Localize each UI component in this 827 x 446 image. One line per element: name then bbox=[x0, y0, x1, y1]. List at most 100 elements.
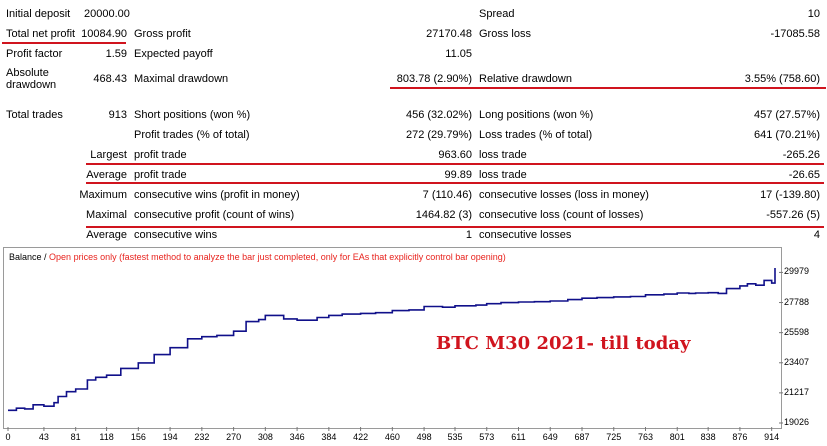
average_consec-profit-value: 1 bbox=[465, 229, 472, 241]
average-profit-label: profit trade bbox=[134, 169, 187, 181]
maximal-prefix: Maximal bbox=[86, 209, 127, 221]
series-line-balance bbox=[8, 268, 776, 412]
x-tick-label: 763 bbox=[637, 432, 653, 442]
x-tick-label: 498 bbox=[416, 432, 432, 442]
maximal-loss-value: -557.26 (5) bbox=[766, 209, 820, 221]
short-positions-label: Short positions (won %) bbox=[134, 109, 251, 121]
y-tick-label: 21217 bbox=[784, 386, 810, 397]
loss-trades-label: Loss trades (% of total) bbox=[479, 129, 593, 141]
y-tick-label: 29979 bbox=[784, 266, 810, 277]
underline-largest bbox=[86, 163, 824, 165]
legend-sep: / bbox=[41, 252, 50, 262]
total-net-profit-value: 10084.90 bbox=[81, 28, 127, 40]
x-tick-label: 0 bbox=[5, 432, 11, 442]
x-tick-label: 725 bbox=[606, 432, 622, 442]
maximal-profit-value: 1464.82 (3) bbox=[415, 209, 472, 221]
x-tick-label: 649 bbox=[542, 432, 558, 442]
average-loss-value: -26.65 bbox=[788, 169, 820, 181]
maximal-profit-label: consecutive profit (count of wins) bbox=[134, 209, 295, 221]
maximum-loss-value: 17 (-139.80) bbox=[760, 189, 820, 201]
x-tick-label: 687 bbox=[574, 432, 590, 442]
legend-series: Balance bbox=[9, 252, 42, 262]
maximal-loss-label: consecutive loss (count of losses) bbox=[479, 209, 644, 221]
maximum-prefix: Maximum bbox=[79, 189, 127, 201]
total-trades-value: 913 bbox=[108, 109, 127, 121]
x-tick-label: 422 bbox=[353, 432, 369, 442]
total-net-profit-label: Total net profit bbox=[6, 28, 76, 40]
initial-deposit-value: 20000.00 bbox=[84, 8, 130, 20]
x-tick-label: 232 bbox=[194, 432, 210, 442]
chart-legend: Balance / Open prices only (fastest meth… bbox=[9, 252, 506, 262]
initial-deposit-label: Initial deposit bbox=[6, 8, 71, 20]
underline-average bbox=[86, 182, 824, 184]
x-tick-label: 611 bbox=[511, 432, 526, 442]
underline-maximal bbox=[86, 226, 824, 228]
x-tick-label: 43 bbox=[38, 432, 49, 442]
largest-prefix: Largest bbox=[90, 149, 127, 161]
x-tick-label: 81 bbox=[70, 432, 81, 442]
average-loss-label: loss trade bbox=[479, 169, 527, 181]
average-prefix: Average bbox=[86, 169, 127, 181]
x-tick-label: 194 bbox=[162, 432, 178, 442]
x-tick-label: 118 bbox=[99, 432, 114, 442]
average_consec-profit-label: consecutive wins bbox=[134, 229, 218, 241]
gross-profit-value: 27170.48 bbox=[426, 28, 472, 40]
profit-factor-label: Profit factor bbox=[6, 48, 63, 60]
x-tick-label: 460 bbox=[384, 432, 400, 442]
average_consec-prefix: Average bbox=[86, 229, 127, 241]
spread-label: Spread bbox=[479, 8, 515, 20]
x-tick-label: 535 bbox=[447, 432, 463, 442]
average-profit-value: 99.89 bbox=[444, 169, 472, 181]
maximal-drawdown-value: 803.78 (2.90%) bbox=[396, 73, 472, 85]
x-tick-label: 308 bbox=[257, 432, 273, 442]
total-trades-label: Total trades bbox=[6, 109, 63, 121]
average_consec-loss-label: consecutive losses bbox=[479, 229, 572, 241]
short-positions-value: 456 (32.02%) bbox=[405, 109, 472, 121]
expected-payoff-label: Expected payoff bbox=[134, 48, 213, 60]
legend-note: Open prices only (fastest method to anal… bbox=[49, 252, 506, 262]
relative-drawdown-value: 3.55% (758.60) bbox=[744, 73, 820, 85]
spread-value: 10 bbox=[807, 8, 820, 20]
long-positions-label: Long positions (won %) bbox=[479, 109, 594, 121]
y-tick-label: 23407 bbox=[784, 356, 810, 367]
underline-net-profit bbox=[2, 42, 126, 44]
largest-loss-value: -265.26 bbox=[782, 149, 820, 161]
gross-loss-value: -17085.58 bbox=[770, 28, 820, 40]
x-tick-label: 876 bbox=[732, 432, 748, 442]
average_consec-loss-value: 4 bbox=[813, 229, 820, 241]
x-tick-label: 573 bbox=[479, 432, 495, 442]
absolute-drawdown-label: Absolute drawdown bbox=[6, 67, 57, 91]
x-tick-label: 914 bbox=[764, 432, 780, 442]
x-tick-label: 384 bbox=[321, 432, 337, 442]
long-positions-value: 457 (27.57%) bbox=[753, 109, 820, 121]
underline-relative-drawdown bbox=[472, 87, 826, 89]
y-tick-label: 19026 bbox=[784, 417, 810, 427]
overlay-title: BTC M30 2021- till today bbox=[436, 333, 691, 354]
profit-factor-value: 1.59 bbox=[105, 48, 127, 60]
x-tick-label: 270 bbox=[226, 432, 242, 442]
x-tick-label: 838 bbox=[700, 432, 716, 442]
loss-trades-value: 641 (70.21%) bbox=[753, 129, 820, 141]
x-tick-label: 801 bbox=[669, 432, 685, 442]
balance-chart bbox=[3, 247, 782, 429]
expected-payoff-value: 11.05 bbox=[445, 48, 472, 60]
y-tick-label: 27788 bbox=[784, 296, 810, 307]
y-tick-label: 25598 bbox=[784, 326, 810, 337]
maximal-drawdown-label: Maximal drawdown bbox=[134, 73, 229, 85]
gross-profit-label: Gross profit bbox=[134, 28, 191, 40]
underline-max-drawdown-left bbox=[390, 87, 472, 89]
profit-trades-value: 272 (29.79%) bbox=[405, 129, 472, 141]
largest-profit-label: profit trade bbox=[134, 149, 187, 161]
x-tick-label: 346 bbox=[289, 432, 305, 442]
gross-loss-label: Gross loss bbox=[479, 28, 531, 40]
x-tick-label: 156 bbox=[130, 432, 146, 442]
largest-profit-value: 963.60 bbox=[438, 149, 472, 161]
relative-drawdown-label: Relative drawdown bbox=[479, 73, 572, 85]
maximum-loss-label: consecutive losses (loss in money) bbox=[479, 189, 649, 201]
profit-trades-label: Profit trades (% of total) bbox=[134, 129, 250, 141]
maximum-profit-label: consecutive wins (profit in money) bbox=[134, 189, 300, 201]
maximum-profit-value: 7 (110.46) bbox=[422, 189, 472, 201]
absolute-drawdown-value: 468.43 bbox=[93, 73, 127, 85]
largest-loss-label: loss trade bbox=[479, 149, 527, 161]
